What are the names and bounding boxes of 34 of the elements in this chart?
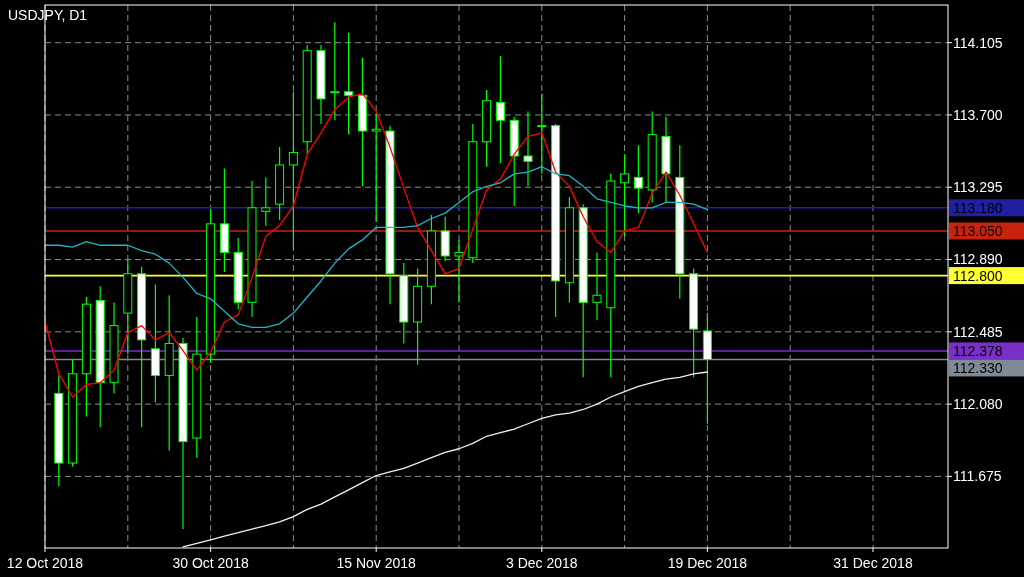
line-series [44,92,709,398]
x-tick-label: 31 Dec 2018 [833,555,913,571]
candlestick [288,91,298,250]
x-tick-label: 30 Oct 2018 [172,555,249,571]
ref-line-label: 113.180 [953,199,1003,216]
candlestick [261,176,271,227]
y-tick-label: 112.080 [953,396,1003,413]
y-tick-label: 113.295 [953,179,1003,196]
candlestick [344,32,354,136]
candlestick [620,153,630,237]
ref-line-label: 112.378 [953,342,1003,359]
y-tick-label: 114.105 [953,34,1003,51]
candlestick [592,251,602,321]
x-tick-label: 19 Dec 2018 [667,555,748,571]
candlestick [495,55,505,164]
candlestick [371,112,381,223]
y-tick-label: 113.700 [953,106,1003,123]
y-tick-label: 112.485 [953,323,1003,340]
line-series [44,166,709,329]
candlestick [633,144,643,214]
candlestick [537,92,547,175]
ref-line-label: 112.330 [953,359,1003,376]
x-tick-label: 12 Oct 2018 [6,555,84,571]
x-tick-label: 15 Nov 2018 [336,555,417,571]
ref-line-label: 112.800 [953,267,1003,284]
y-tick-label: 112.890 [953,251,1003,268]
candlestick [330,21,340,121]
candlestick [454,239,464,303]
line-series [182,371,709,548]
candlestick [523,110,533,187]
chart-title: USDJPY, D1 [8,7,88,23]
ref-line-label: 113.050 [953,222,1003,239]
x-tick-label: 3 Dec 2018 [506,555,578,571]
y-tick-label: 111.675 [953,468,1002,485]
